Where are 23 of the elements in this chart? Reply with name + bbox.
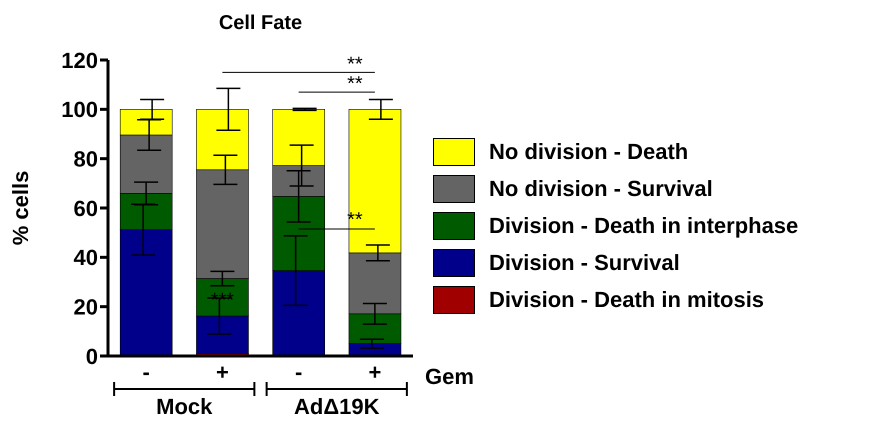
legend-label: Division - Death in interphase [489,212,798,238]
y-tick-label: 100 [61,97,98,122]
legend-label: No division - Death [489,138,688,164]
x-axis-title: Gem [425,364,474,389]
text: Mock [156,394,214,419]
legend-label: Division - Death in mitosis [489,286,764,312]
y-tick-label: 0 [86,344,98,369]
legend-label: Division - Survival [489,250,680,276]
text: AdΔ19K [294,394,380,419]
x-tick-label: - [294,360,302,385]
chart-title: Cell Fate [218,12,304,35]
y-tick-label: 40 [74,245,98,270]
x-tick-label: + [368,360,382,385]
x-tick-label: - [142,360,150,385]
annotation: ** [347,53,363,76]
y-axis-title: % cells [8,170,33,246]
y-tick-label: 20 [74,294,98,320]
y-tick-label: 120 [61,48,98,73]
y-tick-label: 80 [74,146,98,172]
annotation: ** [347,73,363,96]
y-tick-label: 60 [74,196,98,221]
legend-label: No division - Survival [489,176,713,202]
x-tick-label: + [216,360,229,385]
